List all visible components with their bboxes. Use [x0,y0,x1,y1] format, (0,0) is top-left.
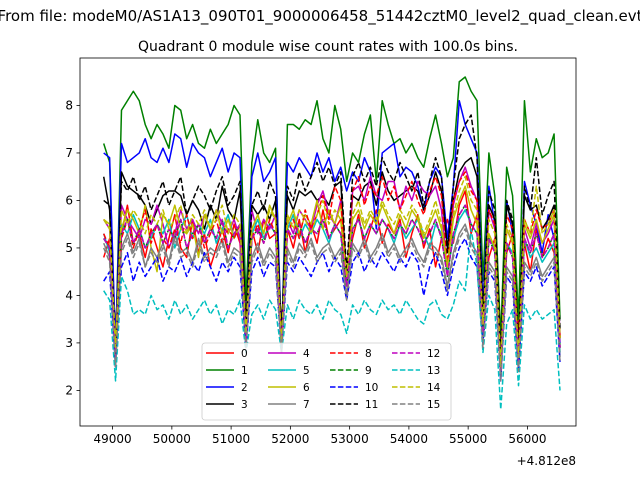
series-line-10 [103,237,561,382]
y-tick-label: 3 [65,336,73,350]
series-line-14 [103,175,561,368]
y-tick-label: 6 [65,193,73,207]
legend-label-14: 14 [427,382,441,394]
y-tick-label: 7 [65,146,73,160]
x-tick-label: 50000 [153,432,191,446]
y-tick-label: 8 [65,98,73,112]
legend-label-15: 15 [427,399,440,411]
legend-label-6: 6 [303,382,310,394]
y-tick-label: 5 [65,241,73,255]
legend-label-2: 2 [241,382,248,394]
legend-label-8: 8 [365,348,372,360]
legend-label-5: 5 [303,365,310,377]
x-tick-label: 56000 [508,432,546,446]
x-tick-label: 55000 [449,432,487,446]
legend-label-0: 0 [241,348,248,360]
plot-area: 49000 50000 51000 52000 53000 54000 55000 56000… [65,57,577,446]
legend-label-10: 10 [365,382,378,394]
series-group [102,76,561,411]
legend-label-3: 3 [241,399,248,411]
x-tick-label: 49000 [93,432,131,446]
axes-title: Quadrant 0 module wise count rates with … [138,39,518,55]
x-tick-label: 53000 [331,432,369,446]
legend-box [201,342,452,421]
x-tick-label: 54000 [390,432,428,446]
legend-label-4: 4 [303,348,310,360]
x-tick-label: 51000 [212,432,250,446]
figure-suptitle: From file: modeM0/AS1A13_090T01_90000064… [0,7,640,26]
y-tick-label: 4 [65,288,73,302]
legend-label-11: 11 [365,399,378,411]
series-line-1 [102,76,561,354]
legend-label-13: 13 [427,365,440,377]
legend-label-12: 12 [427,348,440,360]
series-line-15 [103,228,561,382]
legend-label-9: 9 [365,365,372,377]
y-tick-label: 2 [65,383,73,397]
x-axis-offset-label: +4.812e8 [517,454,576,468]
legend-label-7: 7 [303,399,310,411]
legend-label-1: 1 [241,365,248,377]
plot-frame [79,57,577,427]
series-line-11 [103,114,561,358]
x-tick-label: 52000 [271,432,309,446]
series-line-12 [103,204,561,373]
